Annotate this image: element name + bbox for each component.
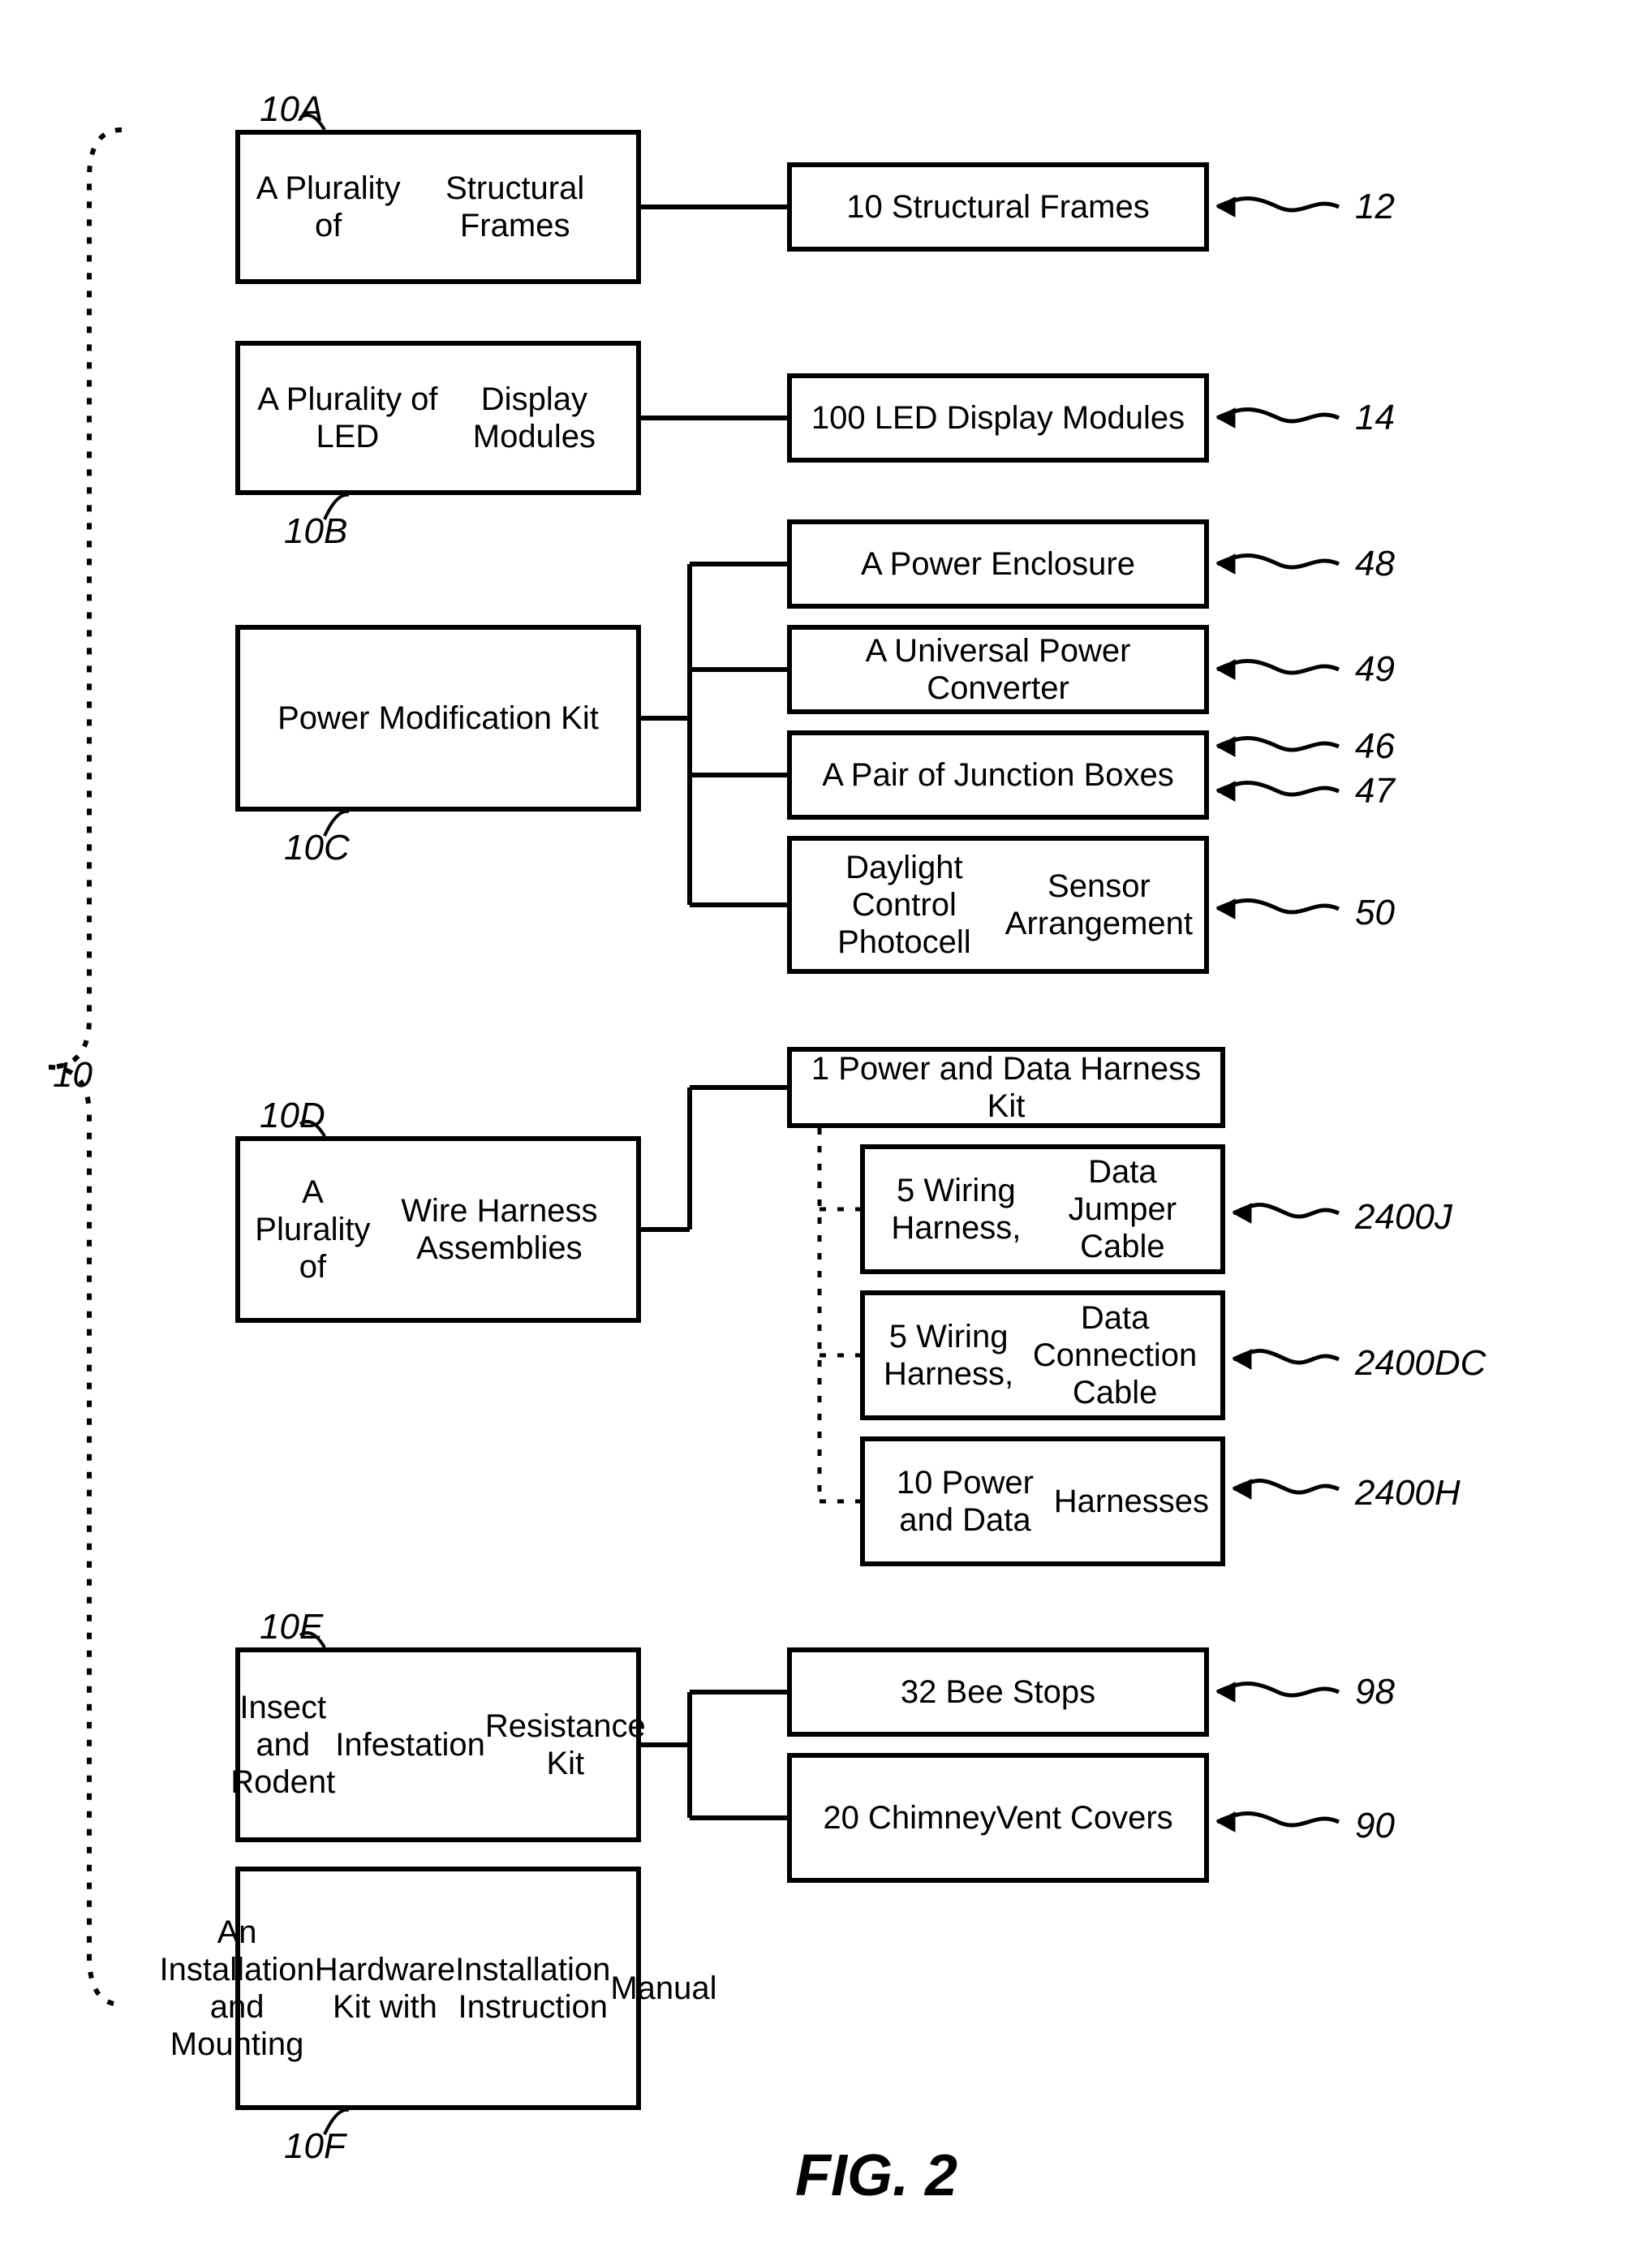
box-b10D-line: A Plurality of (252, 1174, 374, 1285)
box-b10A: A Plurality ofStructural Frames (235, 130, 641, 284)
ref-label-10E: 10E (260, 1607, 323, 1647)
box-b2400DC: 5 Wiring Harness,Data Connection Cable (860, 1290, 1225, 1420)
ref-label-2400H: 2400H (1355, 1473, 1461, 1514)
box-b2400DC-line: Data Connection Cable (1021, 1299, 1209, 1411)
box-b90-line: Vent Covers (996, 1799, 1173, 1837)
box-b10A-line: A Plurality of (252, 170, 405, 244)
box-b10E: Insect and RodentInfestationResistance K… (235, 1647, 641, 1842)
ref-label-12: 12 (1355, 187, 1395, 227)
box-bPDHK-line: 1 Power and Data Harness Kit (803, 1050, 1209, 1125)
box-b10B: A Plurality of LEDDisplay Modules (235, 341, 641, 495)
box-b10F: An Installation and MountingHardware Kit… (235, 1867, 641, 2110)
ref-label-10D: 10D (260, 1096, 325, 1136)
ref-label-10B: 10B (284, 511, 347, 552)
box-b2400H-line: Harnesses (1054, 1483, 1209, 1520)
ref-label-98: 98 (1355, 1672, 1395, 1712)
box-b98: 32 Bee Stops (787, 1647, 1209, 1737)
box-b49-line: A Universal Power Converter (803, 632, 1193, 707)
box-b2400J-line: 5 Wiring Harness, (876, 1172, 1036, 1247)
box-b12-line: 10 Structural Frames (846, 188, 1149, 226)
ref-label-10: 10 (53, 1055, 92, 1096)
box-b10A-line: Structural Frames (405, 170, 625, 244)
box-b10C: Power Modification Kit (235, 625, 641, 812)
box-b50: Daylight Control PhotocellSensor Arrange… (787, 836, 1209, 974)
diagram-page: FIG. 2 A Plurality ofStructural Frames10… (0, 0, 1652, 2248)
box-b14-line: 100 LED Display Modules (811, 399, 1185, 437)
ref-label-46: 46 (1355, 726, 1395, 767)
box-b49: A Universal Power Converter (787, 625, 1209, 714)
box-b10E-line: Infestation (335, 1726, 485, 1764)
box-b10B-line: A Plurality of LED (252, 381, 444, 455)
figure-label: FIG. 2 (795, 2142, 957, 2209)
box-b10B-line: Display Modules (444, 381, 625, 455)
box-b10F-line: An Installation and Mounting (159, 1914, 314, 2063)
box-bPDHK: 1 Power and Data Harness Kit (787, 1047, 1225, 1128)
box-b10D-line: Wire Harness Assemblies (374, 1192, 625, 1267)
box-b2400H: 10 Power and DataHarnesses (860, 1436, 1225, 1566)
ref-label-10F: 10F (284, 2126, 346, 2167)
box-b14: 100 LED Display Modules (787, 373, 1209, 463)
ref-label-50: 50 (1355, 893, 1395, 933)
box-b48-line: A Power Enclosure (861, 545, 1135, 583)
ref-label-10A: 10A (260, 89, 323, 130)
box-b50-line: Daylight Control Photocell (803, 849, 1005, 961)
ref-label-47: 47 (1355, 771, 1395, 812)
box-b10C-line: Power Modification Kit (277, 700, 599, 737)
box-b12: 10 Structural Frames (787, 162, 1209, 252)
box-b90: 20 ChimneyVent Covers (787, 1753, 1209, 1883)
box-b2400J-line: Data Jumper Cable (1036, 1153, 1209, 1265)
ref-label-2400J: 2400J (1355, 1197, 1452, 1238)
box-b10F-line: Installation Instruction (455, 1951, 610, 2026)
box-b10E-line: Insect and Rodent (230, 1689, 335, 1801)
box-b2400DC-line: 5 Wiring Harness, (876, 1318, 1021, 1393)
box-b98-line: 32 Bee Stops (901, 1673, 1095, 1711)
box-b48: A Power Enclosure (787, 519, 1209, 609)
box-b46: A Pair of Junction Boxes (787, 730, 1209, 820)
box-b2400J: 5 Wiring Harness,Data Jumper Cable (860, 1144, 1225, 1274)
box-b90-line: 20 Chimney (823, 1799, 996, 1837)
box-b10E-line: Resistance Kit (485, 1708, 646, 1782)
ref-label-2400DC: 2400DC (1355, 1343, 1486, 1384)
box-b10F-line: Hardware Kit with (315, 1951, 455, 2026)
ref-label-49: 49 (1355, 649, 1395, 690)
box-b2400H-line: 10 Power and Data (876, 1464, 1054, 1539)
box-b10F-line: Manual (610, 1970, 716, 2007)
ref-label-10C: 10C (284, 828, 350, 868)
box-b10D: A Plurality ofWire Harness Assemblies (235, 1136, 641, 1323)
ref-label-14: 14 (1355, 398, 1395, 438)
box-b46-line: A Pair of Junction Boxes (822, 756, 1174, 794)
ref-label-48: 48 (1355, 544, 1395, 584)
box-b50-line: Sensor Arrangement (1005, 868, 1193, 942)
ref-label-90: 90 (1355, 1806, 1395, 1846)
